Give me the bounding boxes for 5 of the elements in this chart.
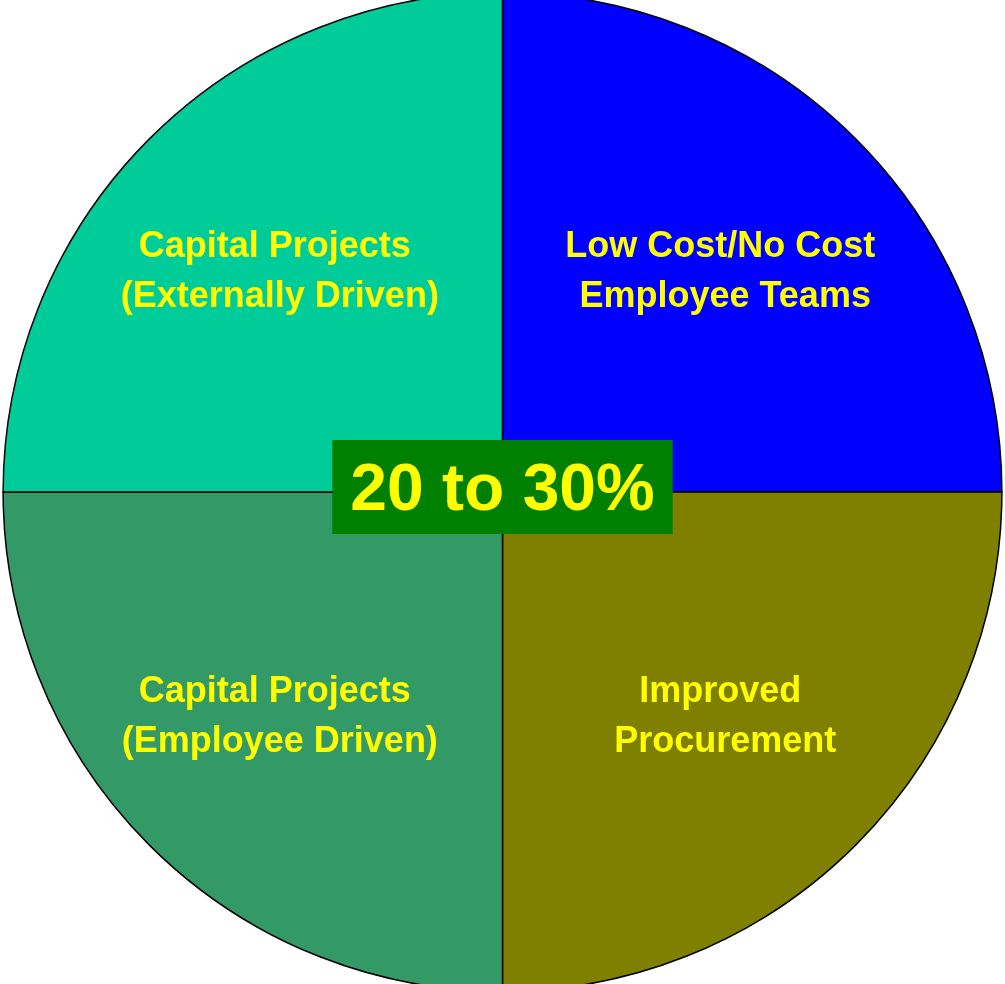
slice-label: Low Cost/No Cost Employee Teams: [565, 223, 886, 315]
slice-label: Capital Projects (Employee Driven): [121, 669, 438, 761]
slice-label: Improved Procurement: [614, 669, 837, 761]
slice-label: Capital Projects (Externally Driven): [120, 223, 439, 315]
text: 20 to 30%: [350, 450, 655, 524]
